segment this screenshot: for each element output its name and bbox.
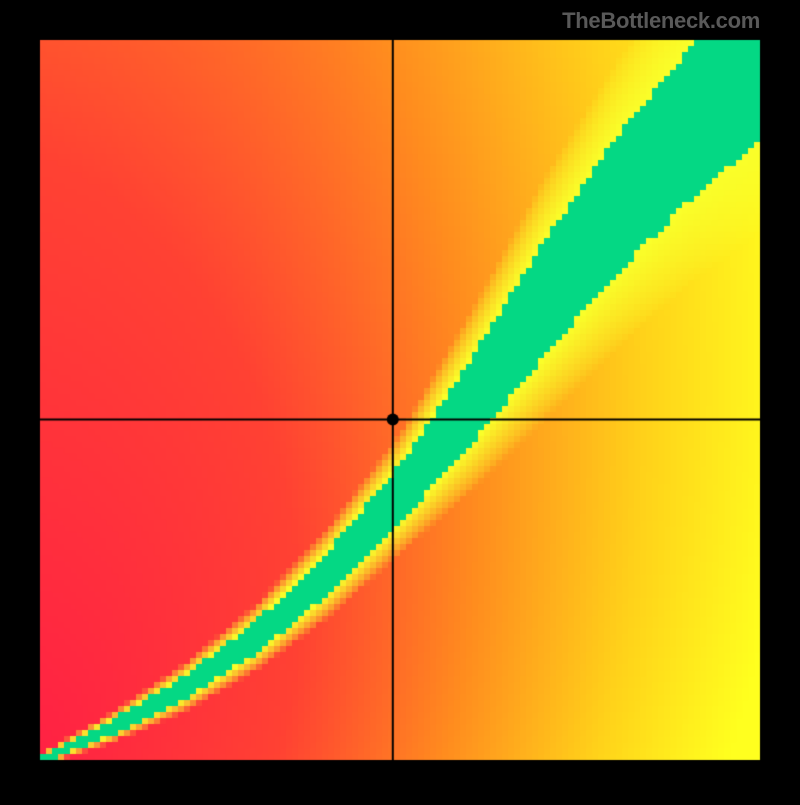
heatmap-canvas	[0, 0, 800, 800]
watermark-text: TheBottleneck.com	[562, 8, 760, 34]
heatmap-plot	[0, 0, 800, 805]
